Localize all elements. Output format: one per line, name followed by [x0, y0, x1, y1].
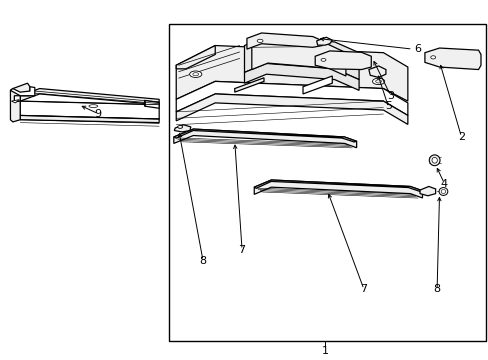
Polygon shape [254, 180, 422, 198]
Text: 4: 4 [440, 179, 447, 189]
Polygon shape [10, 83, 30, 122]
Polygon shape [20, 89, 159, 105]
Polygon shape [144, 100, 159, 108]
Polygon shape [254, 180, 422, 192]
Ellipse shape [257, 39, 263, 42]
Polygon shape [14, 96, 20, 102]
Polygon shape [20, 116, 159, 123]
Polygon shape [424, 48, 480, 69]
Polygon shape [11, 100, 19, 103]
Ellipse shape [321, 58, 325, 61]
Ellipse shape [189, 71, 202, 77]
Ellipse shape [192, 73, 198, 76]
Polygon shape [316, 37, 331, 45]
Bar [168, 24, 485, 341]
Polygon shape [303, 76, 331, 94]
Polygon shape [315, 51, 370, 69]
Polygon shape [234, 78, 264, 92]
Polygon shape [174, 125, 190, 132]
Text: 7: 7 [360, 284, 367, 294]
Polygon shape [176, 45, 407, 101]
Polygon shape [173, 129, 356, 142]
Polygon shape [244, 37, 358, 80]
Text: 2: 2 [457, 132, 464, 142]
Ellipse shape [438, 188, 447, 195]
Ellipse shape [372, 78, 384, 85]
Polygon shape [10, 87, 35, 96]
Ellipse shape [177, 126, 182, 129]
Polygon shape [246, 33, 322, 49]
Polygon shape [176, 81, 407, 116]
Ellipse shape [431, 157, 436, 163]
Polygon shape [176, 45, 215, 69]
Text: 3: 3 [386, 91, 393, 101]
Polygon shape [251, 40, 345, 76]
Text: 5: 5 [384, 102, 391, 112]
Polygon shape [244, 63, 358, 90]
Ellipse shape [375, 80, 381, 83]
Polygon shape [173, 129, 356, 148]
Text: 6: 6 [413, 44, 420, 54]
Polygon shape [368, 66, 385, 77]
Text: 1: 1 [321, 346, 328, 356]
Polygon shape [20, 101, 159, 119]
Ellipse shape [440, 189, 445, 193]
Text: 8: 8 [433, 284, 440, 294]
Text: 7: 7 [238, 245, 245, 255]
Text: 8: 8 [199, 256, 206, 266]
Polygon shape [419, 186, 435, 196]
Ellipse shape [428, 155, 439, 166]
Ellipse shape [89, 105, 98, 108]
Ellipse shape [430, 56, 435, 59]
Polygon shape [176, 94, 407, 125]
Text: 9: 9 [95, 109, 102, 119]
